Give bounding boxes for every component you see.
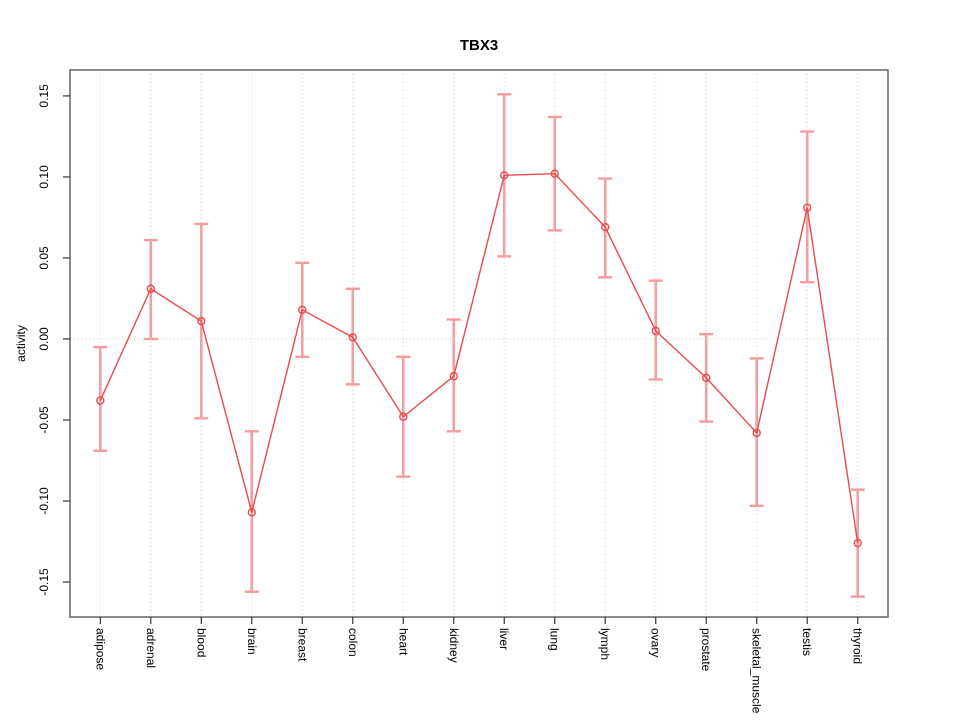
y-tick-label: 0.05 [37, 246, 51, 270]
series-line [99, 172, 859, 544]
x-tick-label: thyroid [851, 628, 865, 664]
data-point [146, 284, 155, 293]
plot-border [69, 69, 889, 618]
data-point [449, 372, 458, 381]
error-bars-layer [93, 93, 865, 598]
x-tick-label: prostate [699, 628, 713, 672]
x-tick-label: lymph [598, 628, 612, 660]
data-point [651, 326, 660, 336]
x-tick-label: brain [245, 628, 259, 655]
data-point [197, 316, 206, 326]
chart-title: TBX3 [460, 37, 498, 54]
data-point [601, 222, 610, 232]
data-point [298, 305, 307, 314]
data-point [803, 203, 812, 212]
y-tick-label: -0.15 [37, 568, 51, 596]
y-tick-label: 0.10 [37, 165, 51, 189]
data-point [96, 396, 105, 405]
y-tick-label: 0.15 [37, 84, 51, 108]
data-point [399, 412, 408, 421]
x-tick-label: liver [497, 628, 511, 650]
data-point [247, 508, 256, 517]
x-tick-label: colon [346, 628, 360, 657]
x-tick-label: adipose [93, 628, 107, 670]
x-tick-label: blood [194, 628, 208, 657]
data-point [853, 538, 862, 548]
x-tick-label: ovary [649, 628, 663, 657]
x-tick-label: kidney [447, 628, 461, 663]
data-point [348, 333, 357, 342]
axes-layer [63, 69, 889, 624]
x-tick-label: lung [548, 628, 562, 651]
x-tick-label: heart [396, 628, 410, 656]
data-point [752, 428, 761, 438]
data-point [500, 171, 509, 180]
gridlines-layer [70, 70, 888, 617]
y-tick-label: 0.00 [37, 327, 51, 351]
axis-labels-layer: -0.15 -0.10 -0.05 0.00 0.05 0.10 0.15 adipose ad… [37, 84, 865, 714]
y-axis-label: activity [14, 325, 28, 362]
data-point [702, 373, 711, 383]
x-tick-label: testis [800, 628, 814, 656]
y-tick-label: -0.05 [37, 406, 51, 434]
y-tick-label: -0.10 [37, 487, 51, 515]
x-tick-label: breast [295, 628, 309, 662]
x-tick-label: adrenal [144, 628, 158, 668]
data-point [550, 169, 559, 178]
x-tick-label: skeletal_muscle [750, 628, 764, 714]
series-layer [96, 169, 862, 548]
